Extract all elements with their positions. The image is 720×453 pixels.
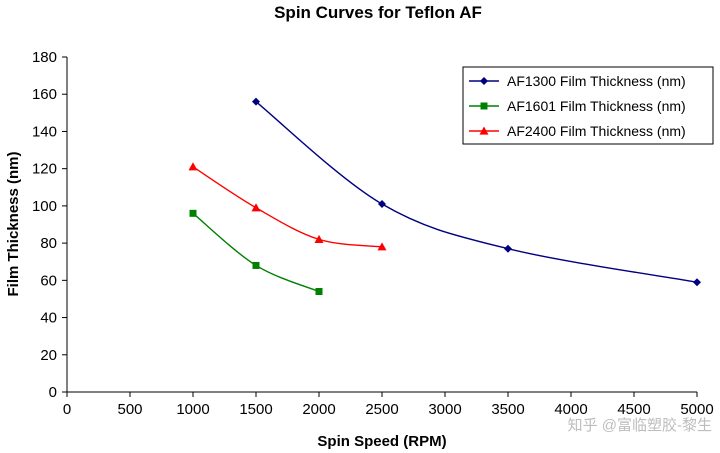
y-axis-title: Film Thickness (nm) bbox=[5, 151, 22, 296]
legend-label: AF1300 Film Thickness (nm) bbox=[507, 73, 686, 89]
y-tick-label: 180 bbox=[32, 49, 57, 66]
x-tick-label: 1000 bbox=[176, 401, 209, 418]
watermark: 知乎 @富临塑胶-黎生 bbox=[568, 416, 712, 434]
data-point bbox=[188, 162, 198, 171]
legend-marker bbox=[480, 102, 488, 110]
series-line bbox=[192, 166, 383, 248]
data-point bbox=[504, 244, 512, 253]
y-tick-label: 160 bbox=[32, 86, 57, 103]
series-2 bbox=[188, 162, 387, 251]
legend-box bbox=[462, 66, 714, 145]
x-axis-title: Spin Speed (RPM) bbox=[317, 433, 446, 450]
x-tick-label: 4000 bbox=[554, 401, 587, 418]
series-line bbox=[255, 101, 698, 283]
data-point bbox=[377, 242, 387, 251]
x-tick-label: 3000 bbox=[428, 401, 461, 418]
y-tick-label: 40 bbox=[40, 310, 57, 327]
data-point bbox=[252, 261, 260, 269]
data-point bbox=[315, 288, 323, 295]
y-tick-label: 20 bbox=[40, 347, 57, 364]
x-tick-label: 4500 bbox=[617, 401, 650, 418]
y-tick-label: 120 bbox=[32, 161, 57, 178]
data-point bbox=[693, 278, 701, 287]
legend-label: AF2400 Film Thickness (nm) bbox=[507, 123, 686, 139]
x-tick-label: 2000 bbox=[302, 401, 335, 418]
series bbox=[188, 97, 701, 295]
series-0 bbox=[252, 97, 701, 287]
data-point bbox=[252, 97, 260, 106]
series-1 bbox=[189, 209, 323, 295]
x-tick-label: 500 bbox=[117, 401, 142, 418]
y-tick-label: 60 bbox=[40, 272, 57, 289]
legend-label: AF1601 Film Thickness (nm) bbox=[507, 98, 686, 114]
data-point bbox=[314, 234, 324, 243]
data-point bbox=[378, 200, 386, 209]
data-point bbox=[251, 203, 261, 212]
series-line bbox=[192, 212, 320, 293]
y-tick-label: 140 bbox=[32, 123, 57, 140]
y-tick-label: 0 bbox=[49, 384, 57, 401]
y-tick-label: 80 bbox=[40, 235, 57, 252]
x-tick-label: 1500 bbox=[239, 401, 272, 418]
x-tick-label: 3500 bbox=[491, 401, 524, 418]
ticks: 0 500 1000 1500 2000 2500 3000 3500 4000 4500 5000… bbox=[32, 49, 714, 418]
x-tick-label: 5000 bbox=[680, 401, 713, 418]
chart-title: Spin Curves for Teflon AF bbox=[274, 3, 482, 22]
x-tick-label: 0 bbox=[63, 401, 71, 418]
legend-marker bbox=[479, 126, 489, 135]
x-tick-label: 2500 bbox=[365, 401, 398, 418]
y-tick-label: 100 bbox=[32, 198, 57, 215]
data-point bbox=[189, 209, 197, 217]
legend: AF1300 Film Thickness (nm) AF1601 Film Th… bbox=[462, 66, 714, 145]
legend-marker bbox=[480, 77, 488, 85]
